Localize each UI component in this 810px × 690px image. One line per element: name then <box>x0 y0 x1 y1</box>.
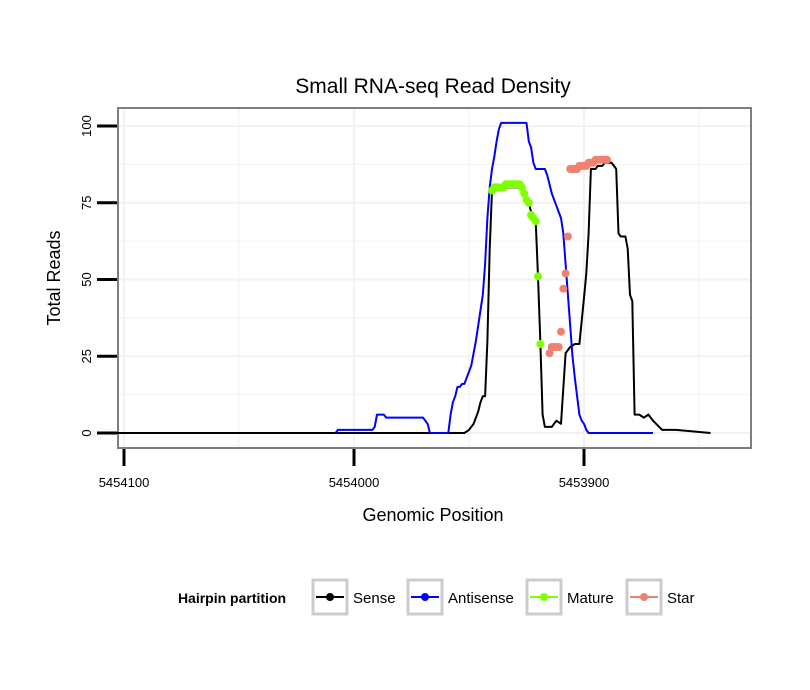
plot-panel <box>117 107 752 449</box>
y-tick-label: 50 <box>79 272 94 286</box>
series-layer <box>101 121 711 434</box>
legend-item-label: Sense <box>353 590 396 607</box>
legend: Hairpin partition Sense Antisense Mature St… <box>178 578 695 616</box>
legend-title: Hairpin partition <box>178 590 286 606</box>
data-point-star <box>563 232 572 241</box>
legend-key-dot <box>540 593 548 601</box>
data-point-mature <box>534 272 542 281</box>
data-point-mature <box>520 189 529 198</box>
legend-item-label: Mature <box>567 590 614 607</box>
data-point-mature <box>517 183 526 192</box>
x-tick-label: 5454100 <box>99 475 150 490</box>
legend-item-label: Star <box>667 590 695 607</box>
series-star <box>545 155 611 358</box>
data-point-mature <box>536 340 545 348</box>
legend-item-mature: Mature <box>525 578 614 616</box>
y-tick-label: 0 <box>79 429 94 436</box>
y-tick-label: 100 <box>79 115 94 137</box>
data-point-mature <box>524 198 533 207</box>
series-line-antisense <box>334 121 653 434</box>
series-antisense <box>334 121 653 434</box>
legend-key-dot <box>421 593 429 601</box>
data-point-star <box>557 327 565 336</box>
data-point-star <box>561 269 570 278</box>
legend-item-antisense: Antisense <box>406 578 514 616</box>
x-tick-label: 5453900 <box>559 475 610 490</box>
y-tick-label: 25 <box>79 349 94 363</box>
data-point-star <box>554 343 563 351</box>
data-point-mature <box>531 217 540 226</box>
x-tick-label: 5454000 <box>329 475 380 490</box>
chart-title: Small RNA-seq Read Density <box>295 75 571 98</box>
legend-item-star: Star <box>625 578 695 616</box>
legend-key-dot <box>640 593 648 601</box>
grid-lines <box>119 109 750 447</box>
data-point-star <box>559 284 568 293</box>
y-tick-label: 75 <box>79 196 94 210</box>
legend-item-sense: Sense <box>311 578 396 616</box>
y-axis-label: Total Reads <box>44 230 64 325</box>
legend-item-label: Antisense <box>448 590 514 607</box>
x-axis-label: Genomic Position <box>362 505 503 525</box>
data-point-star <box>545 349 554 358</box>
y-axis: 0 25 50 75 100 <box>79 115 117 437</box>
x-axis: 5454100 5454000 5453900 <box>99 449 610 490</box>
series-mature <box>488 180 545 348</box>
legend-key-dot <box>326 593 334 601</box>
data-point-star <box>603 155 611 164</box>
